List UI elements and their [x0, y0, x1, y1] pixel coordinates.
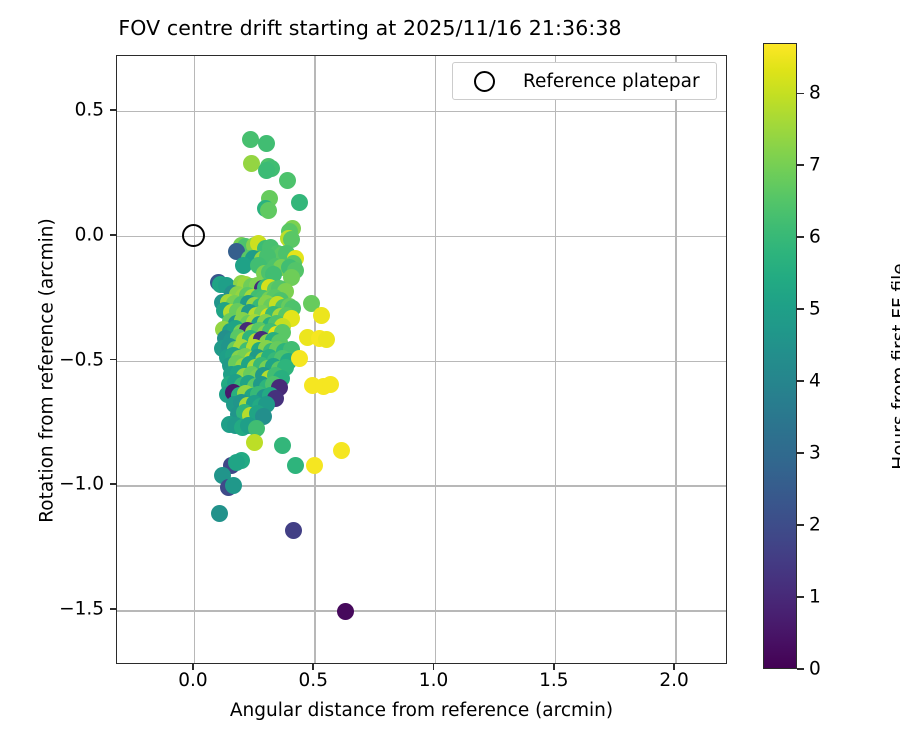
y-tick-label: −1.5	[59, 598, 104, 620]
scatter-point	[291, 193, 309, 211]
scatter-point	[291, 350, 309, 367]
page-title: FOV centre drift starting at 2025/11/16 …	[118, 16, 622, 40]
scatter-point	[235, 257, 253, 275]
x-tick-label: 1.0	[418, 670, 449, 691]
colorbar-tick-label: 3	[809, 442, 821, 464]
colorbar-tick-label: 1	[809, 586, 821, 608]
colorbar-tick-mark	[797, 308, 804, 311]
scatter-point	[312, 306, 330, 324]
y-tick-mark	[110, 608, 116, 610]
scatter-point	[283, 269, 301, 287]
colorbar-tick-label: 4	[809, 370, 821, 392]
scatter-point	[332, 441, 350, 459]
scatter-point	[257, 134, 275, 152]
scatter-point	[322, 376, 340, 394]
colorbar-tick-label: 6	[809, 226, 821, 248]
colorbar-tick-mark	[797, 92, 804, 95]
gridline-vertical	[434, 56, 437, 663]
x-tick-mark	[552, 664, 555, 670]
x-tick-label: 0.5	[298, 670, 328, 691]
gridline-horizontal	[117, 485, 726, 487]
gridline-horizontal	[117, 110, 726, 113]
y-tick-label: 0.5	[74, 99, 104, 121]
colorbar-tick-label: 8	[809, 82, 821, 104]
scatter-point	[227, 454, 245, 472]
scatter-point	[336, 603, 354, 621]
x-tick-mark	[432, 664, 435, 670]
colorbar-tick-mark	[797, 164, 804, 167]
colorbar-tick-label: 5	[809, 298, 821, 320]
y-tick-mark	[110, 358, 116, 361]
scatter-point	[247, 419, 265, 437]
x-tick-label: 0.0	[178, 670, 208, 691]
scatter-point	[257, 161, 275, 179]
legend-item-label: Reference platepar	[523, 70, 700, 92]
scatter-point	[317, 331, 335, 349]
scatter-point	[242, 154, 260, 172]
gridline-vertical	[554, 56, 557, 663]
x-tick-mark	[192, 664, 194, 670]
y-tick-mark	[110, 483, 116, 486]
colorbar-tick-label: 2	[809, 514, 821, 536]
colorbar-tick-mark	[797, 452, 804, 454]
gridline-vertical	[675, 56, 677, 663]
legend-open-circle-icon	[474, 70, 495, 92]
scatter-point	[284, 521, 302, 539]
y-tick-mark	[110, 233, 116, 236]
y-axis-label: Rotation from reference (arcmin)	[36, 218, 58, 523]
y-tick-mark	[110, 109, 116, 111]
scatter-point	[274, 436, 291, 454]
scatter-point	[286, 456, 304, 474]
x-tick-mark	[673, 664, 675, 670]
scatter-point	[228, 242, 246, 260]
colorbar-tick-mark	[797, 380, 804, 383]
scatter-point	[279, 171, 297, 189]
gridline-horizontal	[117, 610, 726, 612]
scatter-point	[242, 131, 259, 149]
scatter-point	[282, 230, 300, 248]
legend[interactable]: Reference platepar	[452, 62, 717, 100]
scatter-point	[246, 434, 264, 452]
colorbar-tick-label: 7	[809, 154, 821, 176]
gridline-horizontal	[117, 235, 726, 238]
colorbar-tick-mark	[797, 524, 804, 526]
gridline-vertical	[314, 56, 316, 663]
x-tick-label: 2.0	[659, 670, 689, 691]
reference-platepar-marker	[182, 224, 206, 248]
colorbar-tick-mark	[797, 668, 804, 670]
gridline-horizontal	[117, 360, 726, 362]
y-tick-label: −1.0	[59, 473, 104, 495]
colorbar-tick-label: 0	[809, 658, 821, 680]
colorbar-tick-mark	[797, 596, 804, 598]
scatter-point	[259, 202, 277, 220]
scatter-point	[211, 504, 229, 522]
colorbar-label: Hours from first FF file	[889, 263, 900, 470]
x-axis-label: Angular distance from reference (arcmin)	[229, 700, 614, 721]
colorbar-tick-mark	[797, 236, 804, 239]
colorbar-gradient	[763, 43, 797, 669]
y-tick-label: −0.5	[59, 349, 104, 370]
colorbar	[763, 43, 797, 669]
x-tick-label: 1.5	[539, 670, 569, 691]
y-tick-label: 0.0	[74, 224, 104, 246]
scatter-point	[305, 457, 323, 475]
gridline-vertical	[193, 56, 196, 663]
scatter-point	[224, 476, 242, 494]
x-tick-mark	[312, 664, 315, 670]
plot-area	[116, 55, 727, 664]
